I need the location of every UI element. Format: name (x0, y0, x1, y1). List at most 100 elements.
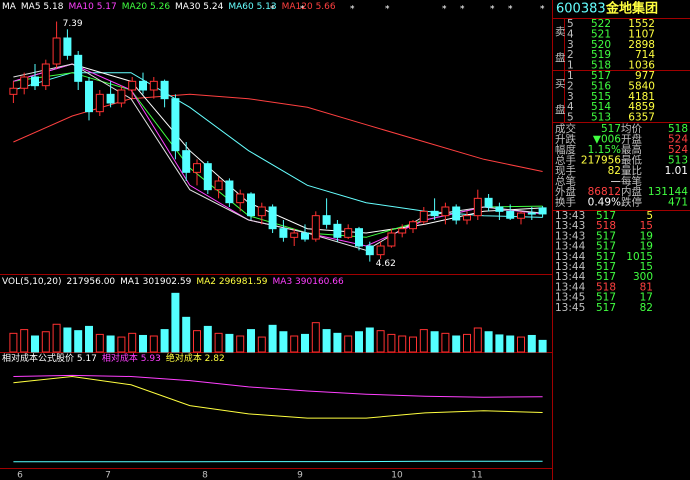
order-price: 513 (591, 112, 611, 124)
stat-value: 471 (668, 197, 688, 209)
volume-bar (441, 332, 450, 353)
cost-line (13, 374, 543, 398)
level: 3 (567, 39, 574, 51)
trade-time: 13:43 (555, 220, 585, 232)
volume-bar (247, 329, 255, 353)
candle-body (506, 210, 515, 219)
candle-body (290, 232, 299, 238)
trade-time: 13:44 (555, 241, 586, 253)
level: 1 (567, 70, 574, 82)
stat-value: 517 (601, 123, 621, 135)
header-item: MA30 5.24 (175, 2, 224, 12)
candle-body (106, 93, 115, 104)
volume-bar (236, 335, 245, 353)
order-volume: 977 (635, 70, 655, 82)
volume-bar (257, 336, 266, 353)
stat-label: 升跌 (555, 133, 576, 146)
candle-body (247, 193, 255, 217)
volume-bar (279, 331, 288, 353)
volume-bar (387, 333, 396, 353)
stat-label: 跌停 (621, 196, 642, 209)
volume-bar (52, 323, 61, 353)
cost-line (13, 375, 543, 419)
candle-body (139, 80, 147, 91)
stat-label: 总笔 (555, 175, 576, 188)
trade-price: 517 (596, 271, 616, 283)
volume-bar (398, 335, 407, 353)
candle-body (441, 206, 450, 217)
stat-label: 每笔 (621, 175, 642, 188)
header-item: MA20 5.26 (122, 2, 171, 12)
trade-price: 517 (596, 292, 616, 304)
stat-value: 1.15% (588, 144, 621, 156)
candle-body (333, 223, 342, 238)
candle-body (301, 232, 309, 240)
trade-price: 517 (596, 241, 616, 253)
header-item: MA60 5.13 (228, 2, 276, 12)
order-price: 522 (591, 18, 611, 30)
header-item: MA120 5.66 (282, 2, 336, 12)
trade-volume: 300 (633, 271, 653, 283)
trade-price: 518 (596, 281, 616, 293)
candle-body (452, 206, 461, 221)
volume-bar (311, 322, 320, 353)
stat-label: 开盘 (621, 133, 642, 146)
candle-body (344, 228, 353, 238)
high-label: 7.39 (63, 19, 83, 29)
candle-body (527, 212, 536, 215)
candle-body (365, 245, 374, 256)
trade-time: 13:44 (555, 281, 586, 293)
candle-body (236, 193, 245, 204)
volume-bar (74, 330, 83, 353)
candle-body (387, 232, 396, 247)
candle-body (160, 80, 169, 100)
stock-code: 600383 (556, 2, 606, 17)
volume-bar (452, 335, 461, 353)
stat-label: 最高 (621, 143, 642, 156)
trade-price: 517 (596, 210, 616, 222)
side-label: 卖 (555, 26, 566, 38)
volume-bar (322, 329, 331, 353)
volume-bar (128, 332, 137, 353)
volume-bar (538, 339, 547, 353)
volume-bar (527, 334, 536, 353)
header-item: MA1 301902.59 (120, 277, 191, 287)
order-price: 520 (591, 39, 611, 51)
candle-body (279, 228, 288, 238)
candle-body (193, 163, 201, 173)
candle-body (463, 215, 471, 221)
order-price: 516 (591, 80, 611, 92)
candle-body (149, 80, 158, 91)
order-price: 519 (591, 49, 611, 61)
candle-body (41, 63, 50, 87)
volume-bar (473, 327, 482, 353)
trade-time: 13:44 (555, 251, 586, 263)
candle-body (128, 80, 137, 91)
header-item: MA (2, 2, 17, 12)
side-label: 盘 (555, 103, 566, 116)
stat-value: ▼006 (593, 134, 621, 146)
order-price: 518 (591, 60, 611, 72)
trade-volume: 81 (640, 281, 653, 293)
candle-body (225, 180, 234, 204)
trade-time: 13:45 (555, 292, 585, 304)
trade-price: 517 (596, 251, 616, 263)
volume-bar (506, 335, 515, 353)
svg-text:*: * (540, 5, 545, 15)
order-volume: 6357 (628, 112, 655, 124)
stat-value: — (611, 176, 622, 188)
stat-value: 524 (668, 144, 688, 156)
volume-bar (355, 331, 363, 353)
trade-volume: 17 (640, 292, 653, 304)
level: 2 (567, 49, 574, 61)
candle-body (268, 206, 277, 230)
volume-bar (344, 335, 353, 353)
x-label: 7 (105, 471, 111, 480)
candle-body (63, 37, 72, 56)
stat-label: 量比 (621, 164, 642, 177)
panel-header: 相对成本公式股价 5.17 相对成本 5.93 绝对成本 2.82 (2, 352, 225, 364)
x-label: 11 (471, 471, 482, 480)
candle-body (31, 76, 39, 87)
stat-label: 现手 (555, 164, 576, 177)
